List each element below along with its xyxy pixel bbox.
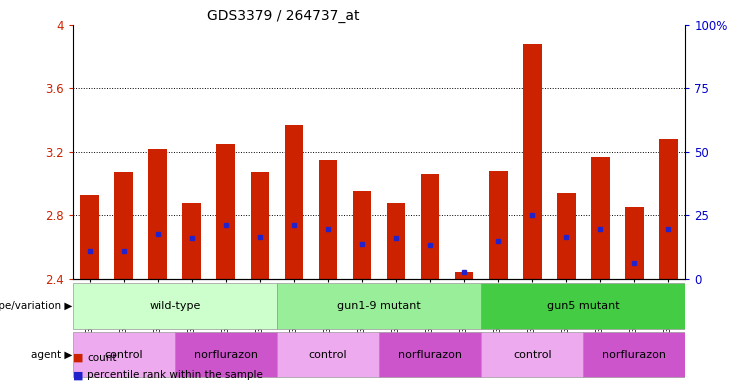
Bar xyxy=(523,44,542,279)
Bar xyxy=(379,333,481,377)
Bar xyxy=(285,125,303,279)
Text: norflurazon: norflurazon xyxy=(194,350,258,360)
Bar xyxy=(625,207,644,279)
Text: control: control xyxy=(513,350,551,360)
Text: control: control xyxy=(104,350,143,360)
Bar xyxy=(353,192,371,279)
Bar xyxy=(250,172,269,279)
Bar xyxy=(73,283,277,329)
Text: control: control xyxy=(309,350,348,360)
Bar xyxy=(148,149,167,279)
Bar xyxy=(319,160,337,279)
Text: ■: ■ xyxy=(73,353,83,363)
Bar xyxy=(73,333,175,377)
Text: ■: ■ xyxy=(73,370,83,380)
Text: percentile rank within the sample: percentile rank within the sample xyxy=(87,370,263,380)
Bar xyxy=(114,172,133,279)
Text: norflurazon: norflurazon xyxy=(398,350,462,360)
Bar xyxy=(216,144,235,279)
Text: agent ▶: agent ▶ xyxy=(30,350,72,360)
Bar xyxy=(591,157,610,279)
Bar xyxy=(659,139,678,279)
Bar xyxy=(387,202,405,279)
Bar xyxy=(489,171,508,279)
Text: GDS3379 / 264737_at: GDS3379 / 264737_at xyxy=(207,8,360,23)
Text: gun5 mutant: gun5 mutant xyxy=(547,301,619,311)
Bar xyxy=(182,202,201,279)
Text: norflurazon: norflurazon xyxy=(602,350,666,360)
Bar xyxy=(80,195,99,279)
Bar xyxy=(175,333,277,377)
Bar xyxy=(583,333,685,377)
Bar xyxy=(277,333,379,377)
Bar xyxy=(481,333,583,377)
Text: gun1-9 mutant: gun1-9 mutant xyxy=(337,301,421,311)
Bar xyxy=(421,174,439,279)
Bar xyxy=(557,193,576,279)
Bar xyxy=(481,283,685,329)
Bar xyxy=(455,272,473,279)
Text: wild-type: wild-type xyxy=(149,301,200,311)
Bar xyxy=(277,283,481,329)
Text: count: count xyxy=(87,353,117,363)
Text: genotype/variation ▶: genotype/variation ▶ xyxy=(0,301,72,311)
